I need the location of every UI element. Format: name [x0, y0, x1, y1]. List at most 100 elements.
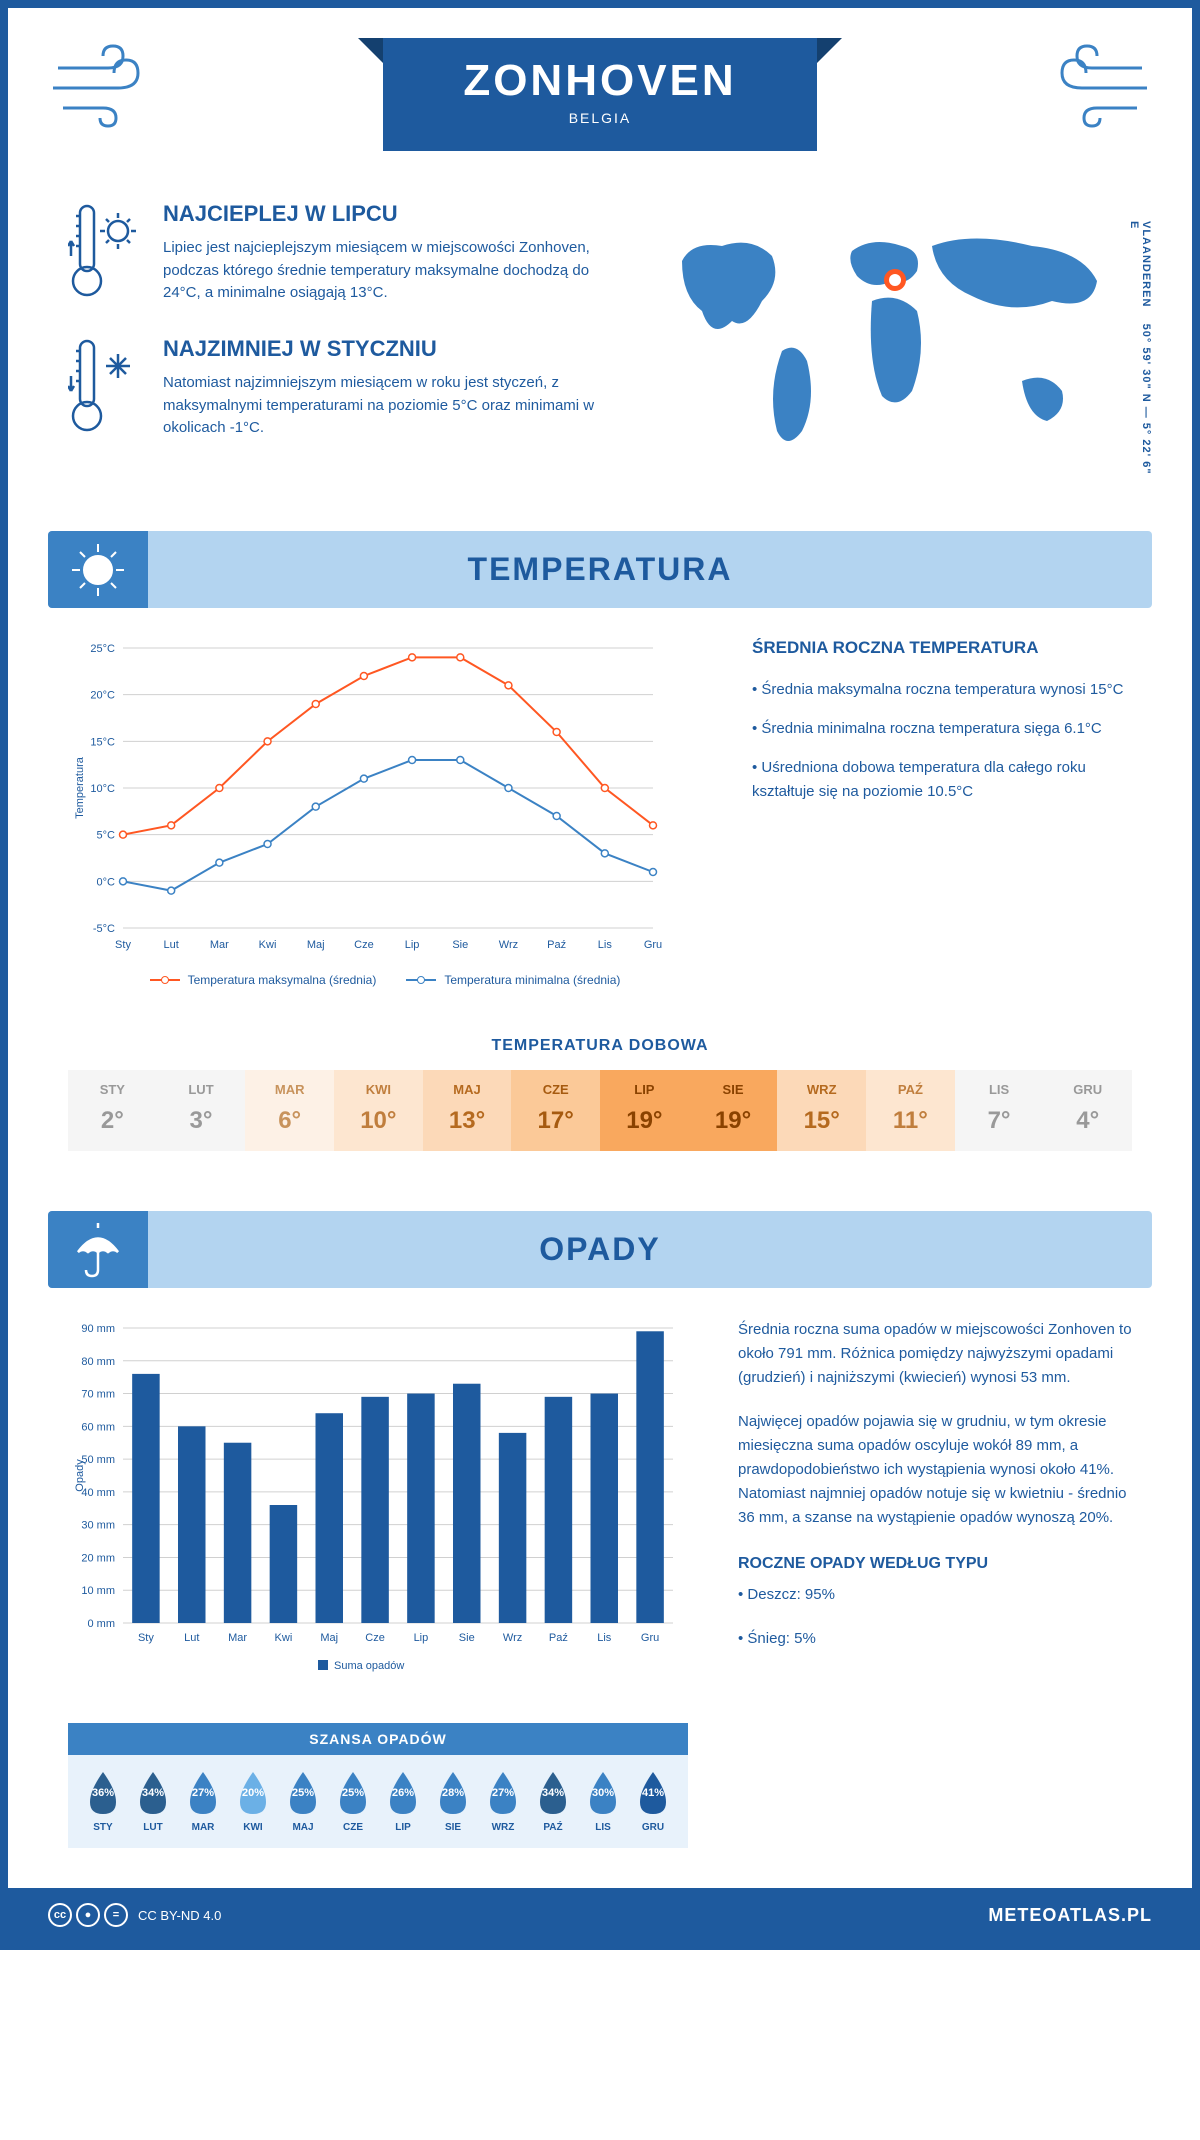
precipitation-summary: Średnia roczna suma opadów w miejscowośc…: [738, 1318, 1132, 1683]
intro-section: NAJCIEPLEJ W LIPCU Lipiec jest najcieple…: [8, 171, 1192, 511]
svg-text:-5°C: -5°C: [93, 923, 115, 935]
svg-text:Lut: Lut: [184, 1632, 199, 1644]
temp-cell: LIS7°: [955, 1070, 1044, 1151]
chance-cell: 28%SIE: [428, 1770, 478, 1833]
svg-text:Cze: Cze: [354, 939, 374, 951]
warmest-block: NAJCIEPLEJ W LIPCU Lipiec jest najcieple…: [68, 201, 612, 306]
svg-text:Lis: Lis: [597, 1632, 612, 1644]
chance-cell: 27%WRZ: [478, 1770, 528, 1833]
city-title: ZONHOVEN: [463, 56, 736, 106]
svg-text:Maj: Maj: [320, 1632, 338, 1644]
svg-text:90 mm: 90 mm: [81, 1323, 115, 1335]
world-map: [652, 201, 1132, 481]
svg-text:20 mm: 20 mm: [81, 1552, 115, 1564]
chance-cell: 26%LIP: [378, 1770, 428, 1833]
svg-text:Gru: Gru: [641, 1632, 659, 1644]
chance-cell: 20%KWI: [228, 1770, 278, 1833]
temp-bullet: • Uśredniona dobowa temperatura dla całe…: [752, 756, 1132, 804]
page-footer: cc●= CC BY-ND 4.0 METEOATLAS.PL: [8, 1888, 1192, 1942]
svg-text:Wrz: Wrz: [499, 939, 518, 951]
coldest-title: NAJZIMNIEJ W STYCZNIU: [163, 336, 612, 362]
svg-text:Sie: Sie: [452, 939, 468, 951]
svg-text:Paź: Paź: [547, 939, 566, 951]
svg-text:25°C: 25°C: [90, 643, 115, 655]
temp-cell: PAŹ11°: [866, 1070, 955, 1151]
svg-text:Suma opadów: Suma opadów: [334, 1660, 404, 1672]
temp-cell: LUT3°: [157, 1070, 246, 1151]
svg-text:Kwi: Kwi: [275, 1632, 293, 1644]
thermometer-hot-icon: [68, 201, 143, 306]
temp-bullet: • Średnia minimalna roczna temperatura s…: [752, 717, 1132, 741]
svg-text:15°C: 15°C: [90, 736, 115, 748]
temperature-section-header: TEMPERATURA: [48, 531, 1152, 608]
svg-text:Lip: Lip: [414, 1632, 429, 1644]
temp-cell: MAR6°: [245, 1070, 334, 1151]
precip-text-1: Średnia roczna suma opadów w miejscowośc…: [738, 1318, 1132, 1390]
warmest-title: NAJCIEPLEJ W LIPCU: [163, 201, 612, 227]
chance-heading: SZANSA OPADÓW: [68, 1723, 688, 1755]
svg-text:Kwi: Kwi: [259, 939, 277, 951]
site-name: METEOATLAS.PL: [988, 1905, 1152, 1926]
temp-cell: GRU4°: [1043, 1070, 1132, 1151]
svg-text:Opady: Opady: [74, 1459, 86, 1492]
svg-text:Cze: Cze: [365, 1632, 385, 1644]
svg-text:Sie: Sie: [459, 1632, 475, 1644]
svg-text:Lis: Lis: [598, 939, 613, 951]
temperature-heading: TEMPERATURA: [78, 551, 1122, 588]
sun-icon: [48, 531, 148, 608]
coldest-block: NAJZIMNIEJ W STYCZNIU Natomiast najzimni…: [68, 336, 612, 441]
precip-type: • Deszcz: 95%: [738, 1583, 1132, 1607]
chance-cell: 30%LIS: [578, 1770, 628, 1833]
temp-cell: STY2°: [68, 1070, 157, 1151]
precip-type-heading: ROCZNE OPADY WEDŁUG TYPU: [738, 1555, 1132, 1573]
wind-decoration-right: [1042, 38, 1152, 133]
precip-type: • Śnieg: 5%: [738, 1627, 1132, 1651]
thermometer-cold-icon: [68, 336, 143, 441]
chance-cell: 25%CZE: [328, 1770, 378, 1833]
country-subtitle: BELGIA: [463, 110, 736, 126]
wind-decoration-left: [48, 38, 158, 133]
title-banner: ZONHOVEN BELGIA: [383, 38, 816, 151]
temperature-line-chart: -5°C 0°C 5°C 10°C 15°C 20°C 25°C Sty Lut Mar Kwi Ma…: [68, 638, 702, 987]
precipitation-chance-table: SZANSA OPADÓW 36%STY34%LUT27%MAR20%KWI25…: [68, 1723, 688, 1848]
svg-text:Sty: Sty: [115, 939, 131, 951]
svg-text:70 mm: 70 mm: [81, 1389, 115, 1401]
coldest-text: Natomiast najzimniejszym miesiącem w rok…: [163, 372, 612, 440]
chance-cell: 34%LUT: [128, 1770, 178, 1833]
temp-cell: CZE17°: [511, 1070, 600, 1151]
temperature-summary: ŚREDNIA ROCZNA TEMPERATURA • Średnia mak…: [752, 638, 1132, 987]
cc-license-icon: cc●=: [48, 1903, 128, 1927]
svg-text:50 mm: 50 mm: [81, 1454, 115, 1466]
svg-text:5°C: 5°C: [97, 830, 116, 842]
svg-text:Lip: Lip: [405, 939, 420, 951]
svg-text:10 mm: 10 mm: [81, 1585, 115, 1597]
warmest-text: Lipiec jest najcieplejszym miesiącem w m…: [163, 237, 612, 305]
svg-text:40 mm: 40 mm: [81, 1487, 115, 1499]
chance-cell: 41%GRU: [628, 1770, 678, 1833]
chance-cell: 27%MAR: [178, 1770, 228, 1833]
page-header: ZONHOVEN BELGIA: [8, 8, 1192, 171]
svg-text:0°C: 0°C: [97, 876, 116, 888]
svg-text:10°C: 10°C: [90, 783, 115, 795]
coordinates-label: VLAANDEREN 50° 59' 30" N — 5° 22' 6" E: [1128, 221, 1152, 481]
precip-text-2: Najwięcej opadów pojawia się w grudniu, …: [738, 1410, 1132, 1530]
svg-text:Mar: Mar: [228, 1632, 247, 1644]
location-marker-icon: [884, 269, 906, 291]
svg-text:20°C: 20°C: [90, 690, 115, 702]
svg-text:30 mm: 30 mm: [81, 1520, 115, 1532]
precipitation-bar-chart: 0 mm10 mm20 mm30 mm40 mm50 mm60 mm70 mm8…: [68, 1318, 688, 1683]
temp-cell: MAJ13°: [423, 1070, 512, 1151]
svg-text:Sty: Sty: [138, 1632, 154, 1644]
temp-cell: LIP19°: [600, 1070, 689, 1151]
daily-temperature-table: TEMPERATURA DOBOWA STY2°LUT3°MAR6°KWI10°…: [8, 1017, 1192, 1191]
svg-text:Lut: Lut: [164, 939, 179, 951]
svg-text:0 mm: 0 mm: [88, 1618, 116, 1630]
svg-text:Maj: Maj: [307, 939, 325, 951]
temp-cell: KWI10°: [334, 1070, 423, 1151]
svg-text:Gru: Gru: [644, 939, 662, 951]
world-map-container: VLAANDEREN 50° 59' 30" N — 5° 22' 6" E: [652, 201, 1132, 481]
svg-text:Paź: Paź: [549, 1632, 568, 1644]
temperature-legend: Temperatura maksymalna (średnia) Tempera…: [68, 973, 702, 987]
svg-text:Mar: Mar: [210, 939, 229, 951]
svg-text:Temperatura: Temperatura: [74, 756, 86, 819]
